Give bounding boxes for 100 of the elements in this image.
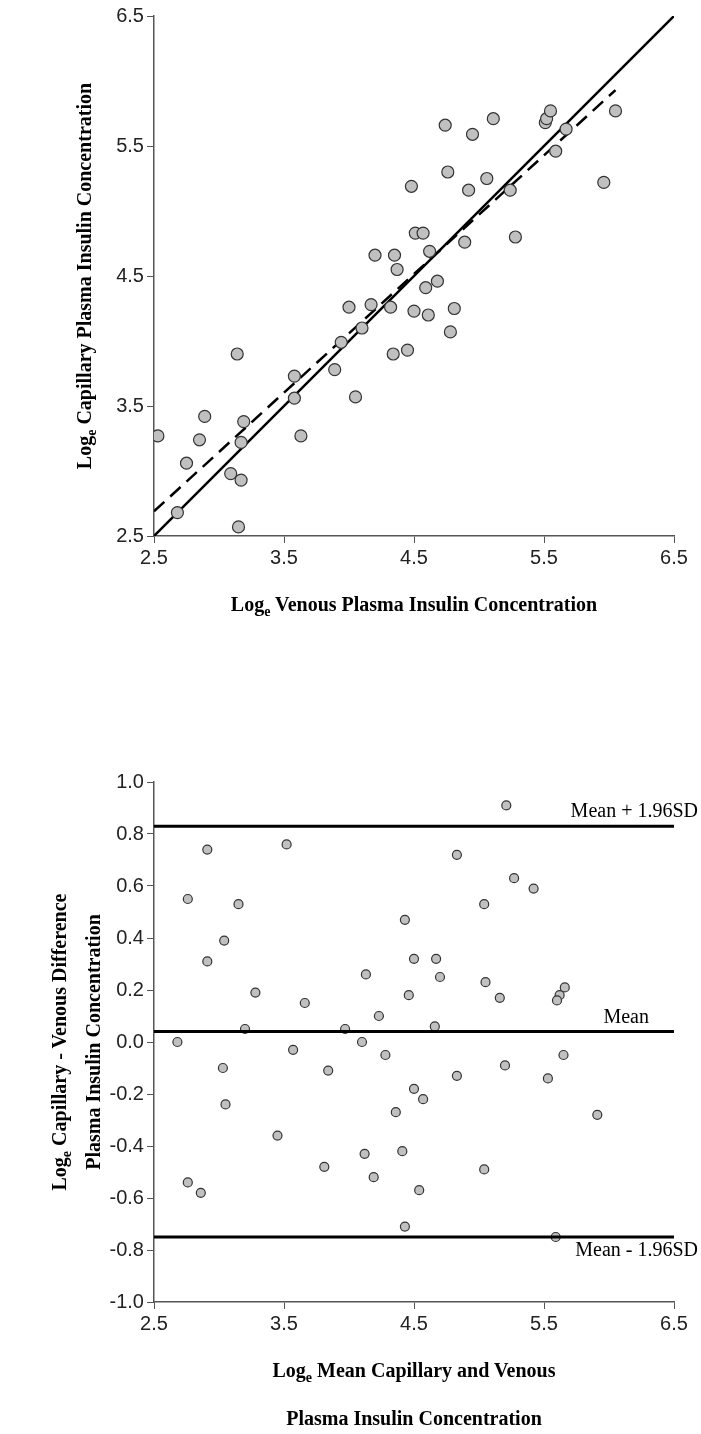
point <box>441 165 455 179</box>
point <box>597 175 611 189</box>
point <box>281 839 292 850</box>
point <box>384 300 398 314</box>
y-tick-label: 0.4 <box>116 925 144 948</box>
point <box>479 1164 490 1175</box>
point <box>364 298 378 312</box>
point <box>558 1049 569 1061</box>
x-tick-label: 2.5 <box>140 545 168 568</box>
point <box>414 1185 425 1196</box>
point <box>438 118 452 132</box>
y-tick-label: 5.5 <box>116 133 144 156</box>
y-tick-label: -0.2 <box>109 1081 144 1104</box>
point <box>360 969 371 980</box>
point <box>202 956 213 967</box>
point <box>416 226 430 240</box>
y-tick-label: 6.5 <box>116 3 144 26</box>
point <box>234 435 248 449</box>
ref-line-label: Mean <box>603 1004 649 1027</box>
y-tick-label: -0.6 <box>109 1185 144 1208</box>
point <box>458 235 472 249</box>
point <box>202 844 213 855</box>
point <box>509 873 520 884</box>
point <box>230 347 244 361</box>
point <box>399 1221 410 1232</box>
point <box>501 800 512 811</box>
point <box>418 1094 429 1105</box>
point <box>294 429 308 443</box>
point <box>328 363 342 377</box>
point <box>480 977 491 988</box>
point <box>403 990 414 1001</box>
point <box>543 104 558 118</box>
point <box>179 456 194 470</box>
point <box>170 506 184 520</box>
point <box>465 127 480 141</box>
point <box>549 144 563 158</box>
y-tick-label: 4.5 <box>116 263 144 286</box>
point <box>355 321 369 335</box>
point <box>451 1070 462 1081</box>
point <box>434 971 446 983</box>
ref-line-label: Mean - 1.96SD <box>575 1238 698 1261</box>
point <box>559 982 570 993</box>
point <box>408 1083 420 1094</box>
point <box>447 301 461 316</box>
point <box>287 369 301 383</box>
point <box>408 953 420 964</box>
point <box>237 415 251 429</box>
y-tick-label: 3.5 <box>116 393 144 416</box>
point <box>397 1146 408 1157</box>
point <box>421 308 435 322</box>
point <box>219 935 230 946</box>
point <box>407 304 421 318</box>
point <box>462 183 476 197</box>
y-tick-label: 2.5 <box>116 523 144 546</box>
point <box>494 992 505 1003</box>
point <box>233 899 244 910</box>
ref-line-label: Mean + 1.96SD <box>570 799 698 822</box>
point <box>368 248 382 262</box>
point <box>503 183 517 197</box>
point <box>272 1130 283 1141</box>
point <box>380 1049 391 1061</box>
x-tick-label: 6.5 <box>660 545 688 568</box>
point <box>479 899 490 910</box>
point <box>234 473 248 487</box>
point <box>390 262 404 277</box>
point <box>195 1187 206 1198</box>
y-tick-label: 0.2 <box>116 977 144 1000</box>
text: Log$_{e}$ Mean Capillary and Venous Plasma Insulin Concentration <box>272 1359 556 1429</box>
x-tick-label: 6.5 <box>660 1311 688 1334</box>
x-tick-label: 4.5 <box>400 545 428 568</box>
point <box>592 1109 603 1120</box>
point <box>404 179 418 193</box>
x-tick-label: 3.5 <box>270 1311 298 1334</box>
point <box>348 390 363 404</box>
point <box>508 230 522 244</box>
point <box>480 171 494 186</box>
x-axis-title: Log$_{e}$ Venous Plasma Insulin Concentration <box>229 592 599 621</box>
point <box>373 1010 384 1022</box>
point <box>368 1172 379 1183</box>
point <box>399 914 410 925</box>
point <box>559 122 573 136</box>
y-tick-label: 0.0 <box>116 1029 144 1052</box>
point <box>419 281 433 295</box>
point <box>287 391 301 405</box>
point <box>443 325 457 339</box>
point <box>198 409 212 423</box>
point <box>390 1107 401 1118</box>
point <box>528 883 539 894</box>
point <box>386 347 400 361</box>
point <box>224 467 238 481</box>
x-tick-label: 5.5 <box>530 545 558 568</box>
point <box>551 995 563 1006</box>
point <box>430 274 444 288</box>
point <box>486 112 500 126</box>
point <box>250 987 261 998</box>
point <box>182 893 193 905</box>
point <box>359 1148 370 1159</box>
point <box>299 997 310 1009</box>
point <box>499 1060 511 1071</box>
point <box>542 1073 553 1084</box>
